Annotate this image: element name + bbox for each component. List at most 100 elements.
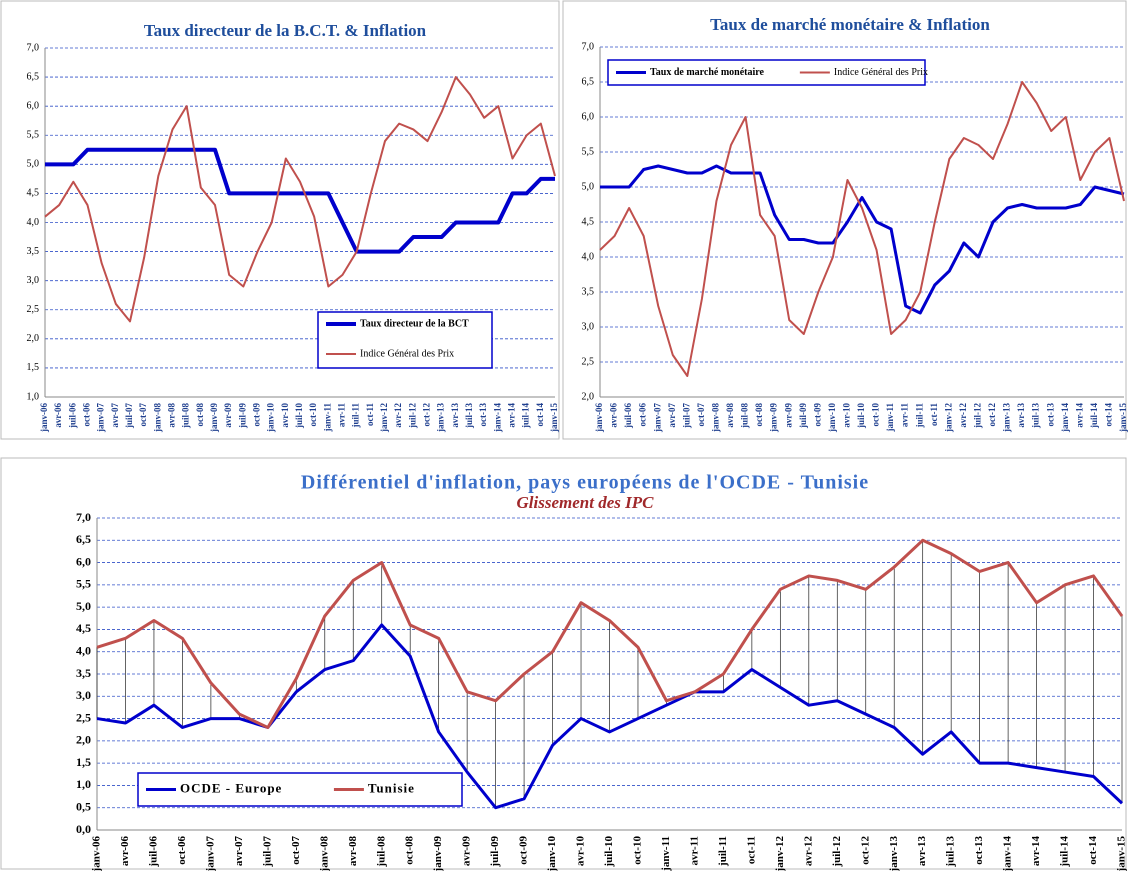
legend-label: Indice Général des Prix xyxy=(360,348,454,359)
y-tick-label: 3,5 xyxy=(582,286,595,297)
x-tick-label: janv-14 xyxy=(1060,403,1070,433)
x-tick-label: oct-11 xyxy=(745,836,757,864)
x-tick-label: janv-07 xyxy=(96,403,106,433)
y-tick-label: 0,5 xyxy=(76,799,91,813)
y-tick-label: 3,5 xyxy=(27,246,40,257)
y-tick-label: 2,5 xyxy=(27,304,40,315)
x-tick-label: avr-12 xyxy=(802,836,814,867)
y-tick-label: 5,0 xyxy=(582,181,595,192)
x-tick-label: janv-11 xyxy=(885,403,895,433)
x-tick-label: avr-11 xyxy=(688,836,700,866)
x-tick-label: avr-12 xyxy=(393,403,403,428)
y-tick-label: 2,0 xyxy=(76,733,91,747)
y-tick-label: 6,0 xyxy=(27,100,40,111)
x-tick-label: janv-08 xyxy=(711,403,721,433)
series-line xyxy=(599,81,1125,377)
legend-box xyxy=(137,772,463,807)
x-tick-label: oct-11 xyxy=(929,403,939,426)
y-tick-label: 4,5 xyxy=(76,621,91,635)
x-tick-label: oct-14 xyxy=(1104,403,1114,427)
y-tick-label: 4,5 xyxy=(27,188,40,199)
x-tick-label: juil-12 xyxy=(973,403,983,430)
y-tick-label: 1,5 xyxy=(27,362,40,373)
y-tick-label: 5,0 xyxy=(76,599,91,613)
x-tick-label: oct-11 xyxy=(365,403,375,426)
x-tick-label: oct-07 xyxy=(696,403,706,427)
x-tick-label: oct-07 xyxy=(138,403,148,427)
y-tick-label: 7,0 xyxy=(76,510,91,524)
x-tick-label: avr-12 xyxy=(958,403,968,428)
y-tick-label: 1,0 xyxy=(76,777,91,791)
x-tick-label: avr-10 xyxy=(575,836,587,867)
y-tick-label: 6,5 xyxy=(76,532,91,546)
x-tick-label: juil-10 xyxy=(294,403,304,430)
x-tick-label: janv-13 xyxy=(888,836,900,871)
x-tick-label: oct-12 xyxy=(859,836,871,865)
y-tick-label: 4,0 xyxy=(76,643,91,657)
x-tick-label: oct-10 xyxy=(871,403,881,427)
y-tick-label: 4,5 xyxy=(582,216,595,227)
x-tick-label: oct-14 xyxy=(1087,836,1099,865)
x-tick-label: juil-08 xyxy=(181,403,191,430)
x-tick-label: juil-11 xyxy=(914,403,924,429)
x-tick-label: juil-07 xyxy=(681,403,691,430)
x-tick-label: oct-12 xyxy=(422,403,432,427)
y-tick-label: 4,0 xyxy=(582,251,595,262)
y-tick-label: 6,0 xyxy=(76,554,91,568)
x-tick-label: juil-07 xyxy=(124,403,134,430)
y-tick-label: 6,0 xyxy=(582,111,595,122)
x-tick-label: janv-09 xyxy=(209,403,219,433)
x-tick-label: avr-10 xyxy=(842,403,852,428)
x-tick-label: juil-06 xyxy=(147,836,159,868)
x-tick-label: avr-13 xyxy=(450,403,460,428)
y-tick-label: 2,0 xyxy=(582,391,595,402)
x-tick-label: avr-09 xyxy=(461,836,473,867)
x-tick-label: oct-08 xyxy=(195,403,205,427)
x-tick-label: avr-10 xyxy=(280,403,290,428)
x-tick-label: oct-13 xyxy=(1045,403,1055,427)
x-tick-label: oct-09 xyxy=(252,403,262,427)
panel xyxy=(0,0,560,440)
x-tick-label: oct-10 xyxy=(308,403,318,427)
x-tick-label: juil-11 xyxy=(717,836,729,867)
y-tick-label: 3,0 xyxy=(27,275,40,286)
x-tick-label: oct-09 xyxy=(518,836,530,865)
x-tick-label: janv-09 xyxy=(432,836,444,871)
y-tick-label: 2,5 xyxy=(582,356,595,367)
chart-title: Taux directeur de la B.C.T. & Inflation xyxy=(144,21,427,40)
x-tick-label: janv-11 xyxy=(660,836,672,871)
x-tick-label: janv-14 xyxy=(492,403,502,433)
y-tick-label: 7,0 xyxy=(582,41,595,52)
x-tick-label: juil-13 xyxy=(945,836,957,868)
y-tick-label: 6,5 xyxy=(27,71,40,82)
x-tick-label: juil-10 xyxy=(603,836,615,868)
x-tick-label: avr-08 xyxy=(725,403,735,428)
y-tick-label: 3,0 xyxy=(582,321,595,332)
legend-box xyxy=(607,59,926,86)
x-tick-label: juil-06 xyxy=(67,403,77,430)
x-tick-label: oct-10 xyxy=(632,836,644,865)
series-line xyxy=(600,164,1125,315)
x-tick-label: janv-07 xyxy=(652,403,662,433)
y-tick-label: 3,0 xyxy=(76,688,91,702)
x-tick-label: avr-14 xyxy=(1074,403,1084,428)
x-tick-label: janv-08 xyxy=(318,836,330,871)
x-tick-label: janv-07 xyxy=(204,836,216,871)
x-tick-label: janv-06 xyxy=(594,403,604,433)
x-tick-label: juil-08 xyxy=(375,836,387,868)
x-tick-label: oct-14 xyxy=(535,403,545,427)
legend-label: Taux de marché monétaire xyxy=(650,67,765,78)
y-tick-label: 5,0 xyxy=(27,159,40,170)
x-tick-label: oct-06 xyxy=(176,836,188,865)
x-tick-label: avr-13 xyxy=(1016,403,1026,428)
legend-box xyxy=(317,311,493,369)
x-tick-label: janv-12 xyxy=(379,403,389,433)
x-tick-label: janv-13 xyxy=(436,403,446,433)
x-tick-label: juil-13 xyxy=(1031,403,1041,430)
x-tick-label: avr-08 xyxy=(347,836,359,867)
x-tick-label: oct-12 xyxy=(987,403,997,427)
y-tick-label: 0,0 xyxy=(76,822,91,836)
y-tick-label: 2,5 xyxy=(76,710,91,724)
x-tick-label: oct-13 xyxy=(973,836,985,865)
